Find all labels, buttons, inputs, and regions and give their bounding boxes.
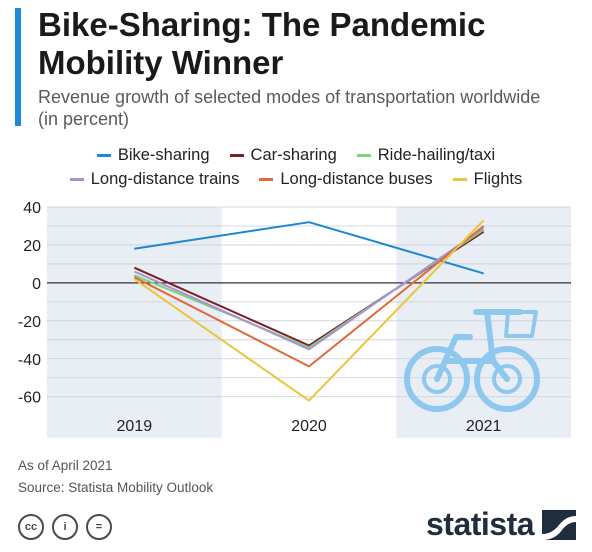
- series-line: [133, 219, 485, 402]
- legend-item[interactable]: Car-sharing: [229, 145, 337, 165]
- no-derivatives-icon[interactable]: =: [86, 514, 112, 540]
- y-tick-label: -40: [18, 352, 41, 369]
- y-tick-label: 20: [23, 238, 41, 255]
- legend-label: Flights: [473, 169, 523, 188]
- series-line: [133, 225, 485, 368]
- legend: Bike-sharing Car-sharing Ride-hailing/taxi…: [0, 143, 592, 191]
- legend-item[interactable]: Bike-sharing: [96, 145, 210, 165]
- chart-subtitle: Revenue growth of selected modes of tran…: [38, 87, 541, 129]
- legend-item[interactable]: Long-distance buses: [259, 169, 433, 189]
- series-line: [134, 221, 484, 275]
- accent-bar: [15, 8, 21, 126]
- legend-swatch: [356, 153, 371, 157]
- legend-swatch: [96, 153, 111, 157]
- statista-logo-icon: [542, 509, 577, 540]
- legend-row: Bike-sharing Car-sharing Ride-hailing/taxi: [0, 143, 592, 167]
- attribution-icon[interactable]: i: [52, 514, 78, 540]
- legend-label: Ride-hailing/taxi: [377, 145, 496, 164]
- legend-item[interactable]: Ride-hailing/taxi: [356, 145, 496, 165]
- legend-swatch: [259, 177, 274, 181]
- y-tick-label: 40: [23, 200, 41, 217]
- license-icons: cc i =: [18, 514, 112, 540]
- legend-label: Bike-sharing: [117, 145, 210, 164]
- x-tick-label: 2019: [117, 418, 153, 435]
- legend-item[interactable]: Flights: [452, 169, 523, 189]
- line-chart: 40 20 0 -20 -40 -60 2019 2020 2021: [18, 200, 571, 438]
- x-tick-label: 2021: [466, 418, 502, 435]
- creative-commons-icon[interactable]: cc: [18, 514, 44, 540]
- statista-brand[interactable]: statista: [426, 506, 577, 543]
- source-note: Source: Statista Mobility Outlook: [18, 480, 214, 495]
- x-tick-label: 2020: [291, 418, 327, 435]
- legend-label: Long-distance trains: [90, 169, 240, 188]
- category-band: [47, 207, 222, 438]
- legend-swatch: [69, 177, 84, 181]
- series-line: [133, 227, 485, 351]
- y-tick-label: -20: [18, 314, 41, 331]
- bike-icon: [404, 309, 540, 412]
- brand-name: statista: [426, 506, 535, 542]
- legend-item[interactable]: Long-distance trains: [69, 169, 240, 189]
- y-tick-label: 0: [32, 276, 41, 293]
- y-tick-label: -60: [18, 390, 41, 407]
- legend-label: Car-sharing: [250, 145, 337, 164]
- legend-swatch: [452, 177, 467, 181]
- legend-label: Long-distance buses: [280, 169, 433, 188]
- legend-row: Long-distance trains Long-distance buses F…: [0, 167, 592, 191]
- as-of-note: As of April 2021: [18, 458, 113, 473]
- legend-swatch: [229, 153, 244, 157]
- chart-title: Bike-Sharing: The Pandemic Mobility Winn…: [38, 6, 486, 81]
